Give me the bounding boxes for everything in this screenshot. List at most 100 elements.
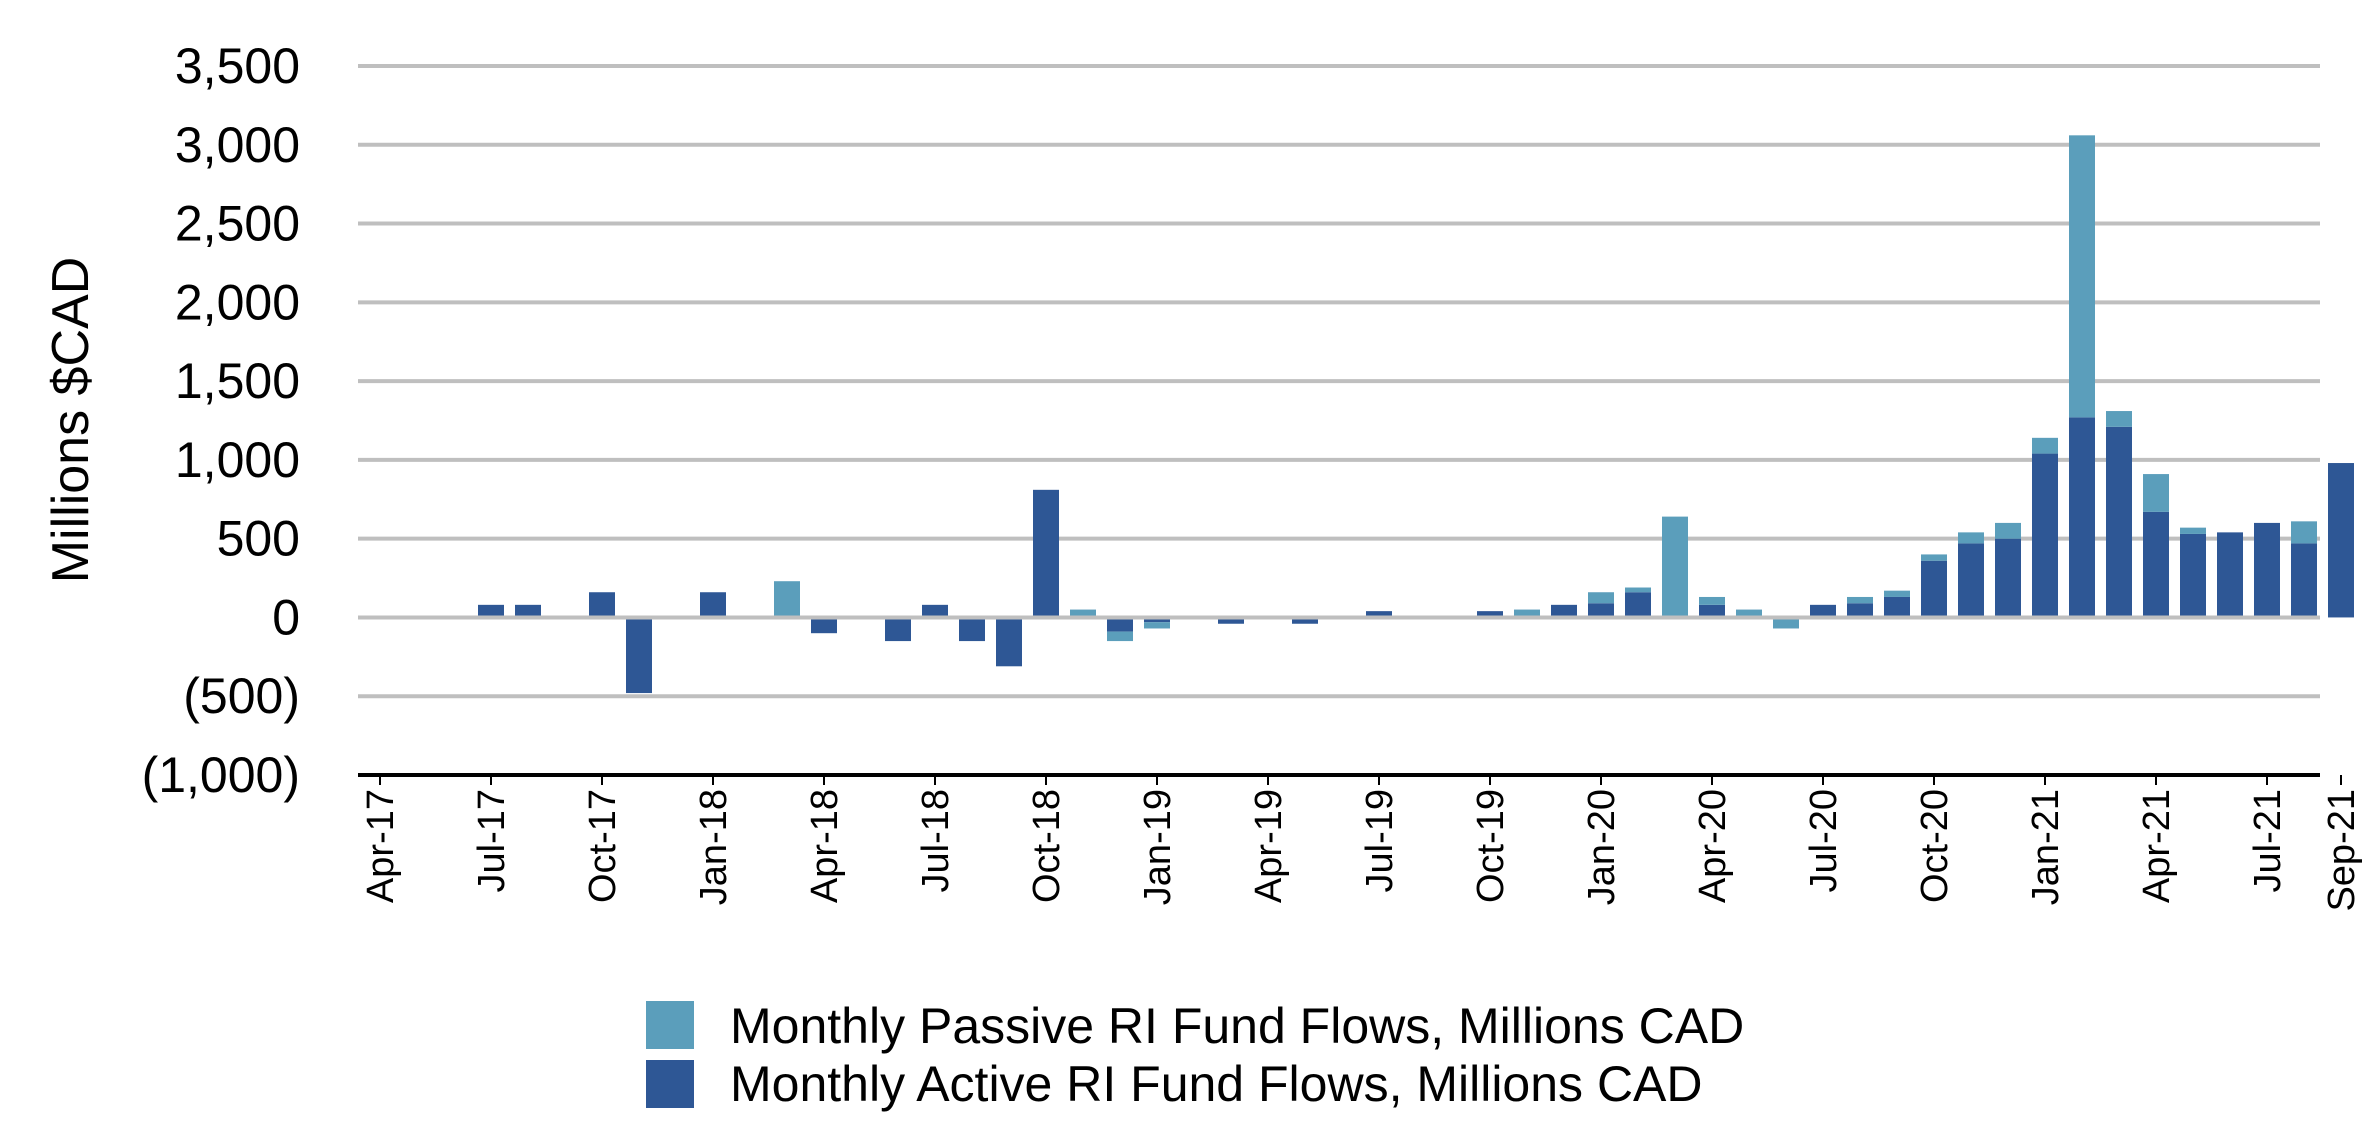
bar-active-jan-20 [1588, 603, 1614, 618]
bar-active-oct-19 [1477, 611, 1503, 618]
bar-active-nov-17 [626, 617, 652, 694]
x-tick-labels: Apr-17 Jul-17 Oct-17 Jan-18 Apr-18 Jul-18 Oct-… [360, 775, 2363, 912]
x-tick-label: Apr-17 [360, 789, 402, 903]
bar-active-aug-21 [2291, 543, 2317, 618]
y-tick-label: 2,500 [175, 196, 300, 252]
bar-active-jul-18 [922, 604, 948, 618]
bar-passive-sep-20 [1884, 590, 1910, 597]
bar-active-sep-20 [1884, 596, 1910, 618]
bar-active-aug-17 [515, 604, 541, 618]
x-tick-label: Jan-18 [693, 789, 735, 905]
x-tick-label: Sep-21 [2321, 789, 2363, 912]
x-tick-label: Jan-20 [1581, 789, 1623, 905]
bar-passive-feb-21 [2069, 135, 2095, 418]
bar-passive-aug-20 [1847, 596, 1873, 604]
x-tick-label: Apr-18 [804, 789, 846, 903]
bar-active-oct-18 [1033, 489, 1059, 618]
y-tick-label: 2,000 [175, 274, 300, 330]
bar-active-jul-20 [1810, 604, 1836, 618]
bar-passive-apr-21 [2143, 474, 2169, 512]
x-tick-label: Jul-21 [2247, 789, 2289, 893]
bar-passive-nov-18 [1070, 609, 1096, 618]
y-tick-label: 3,000 [175, 117, 300, 173]
bar-active-mar-21 [2106, 426, 2132, 618]
bar-passive-apr-20 [1699, 596, 1725, 605]
bar-active-feb-21 [2069, 417, 2095, 618]
y-tick-label: 500 [217, 511, 300, 567]
axes [358, 615, 2320, 777]
y-tick-label: 3,500 [175, 38, 300, 94]
x-tick-label: Oct-18 [1026, 789, 1068, 903]
x-tick-label: Jul-19 [1359, 789, 1401, 893]
bars [478, 135, 2354, 694]
bar-active-feb-20 [1625, 592, 1651, 618]
x-tick-label: Oct-20 [1914, 789, 1956, 903]
x-tick-label: Apr-21 [2136, 789, 2178, 903]
x-tick-label: Oct-19 [1470, 789, 1512, 903]
bar-active-jul-19 [1366, 611, 1392, 618]
legend-swatch-active [646, 1060, 694, 1108]
bar-passive-jan-20 [1588, 592, 1614, 604]
bar-active-sep-21 [2328, 463, 2354, 618]
y-axis-title: Millions $CAD [42, 257, 100, 584]
legend-label-active: Monthly Active RI Fund Flows, Millions C… [730, 1056, 1703, 1112]
x-tick-label: Oct-17 [582, 789, 624, 903]
bar-active-jan-18 [700, 592, 726, 618]
y-tick-label: 1,500 [175, 353, 300, 409]
bar-active-sep-18 [996, 617, 1022, 667]
bar-active-apr-21 [2143, 511, 2169, 618]
legend-label-passive: Monthly Passive RI Fund Flows, Millions … [730, 998, 1744, 1054]
x-tick-label: Apr-19 [1248, 789, 1290, 903]
bar-passive-nov-20 [1958, 532, 1984, 544]
bar-passive-jan-19 [1144, 622, 1170, 629]
y-tick-label: 1,000 [175, 432, 300, 488]
bar-active-jun-21 [2217, 532, 2243, 618]
bar-active-jul-21 [2254, 522, 2280, 618]
bar-active-may-19 [1292, 617, 1318, 624]
x-tick-label: Jul-17 [471, 789, 513, 893]
bar-active-dec-20 [1995, 538, 2021, 618]
bar-active-jan-19 [1144, 617, 1170, 623]
bar-passive-aug-21 [2291, 521, 2317, 544]
x-tick-label: Jan-21 [2025, 789, 2067, 905]
bar-passive-mar-18 [774, 581, 800, 618]
bar-active-may-21 [2180, 533, 2206, 618]
gridlines [358, 64, 2320, 699]
x-tick-label: Jan-19 [1137, 789, 1179, 905]
bar-passive-oct-20 [1921, 554, 1947, 561]
bar-passive-dec-18 [1107, 631, 1133, 642]
x-tick-label: Jul-18 [915, 789, 957, 893]
legend-swatch-passive [646, 1001, 694, 1049]
bar-passive-nov-19 [1514, 609, 1540, 618]
bar-active-nov-20 [1958, 543, 1984, 618]
bar-passive-dec-20 [1995, 522, 2021, 539]
bar-active-apr-18 [811, 617, 837, 634]
y-tick-label: (1,000) [142, 747, 300, 803]
bar-active-aug-20 [1847, 603, 1873, 618]
bar-active-apr-20 [1699, 604, 1725, 618]
x-tick-label: Apr-20 [1692, 789, 1734, 903]
bar-passive-jan-21 [2032, 437, 2058, 454]
y-tick-label: 0 [272, 589, 300, 645]
bar-active-jun-18 [885, 617, 911, 642]
y-tick-label: (500) [183, 668, 300, 724]
bar-active-oct-20 [1921, 560, 1947, 618]
bar-active-aug-18 [959, 617, 985, 642]
bar-active-oct-17 [589, 592, 615, 618]
bar-active-jan-21 [2032, 453, 2058, 618]
bar-passive-may-21 [2180, 527, 2206, 534]
bar-passive-jun-20 [1773, 617, 1799, 629]
bar-passive-mar-21 [2106, 411, 2132, 427]
bar-active-mar-19 [1218, 617, 1244, 624]
x-tick-label: Jul-20 [1803, 789, 1845, 893]
bar-passive-mar-20 [1662, 516, 1688, 618]
legend: Monthly Passive RI Fund Flows, Millions … [646, 998, 1744, 1112]
bar-passive-feb-20 [1625, 587, 1651, 593]
bar-passive-may-20 [1736, 609, 1762, 618]
bar-active-dec-18 [1107, 617, 1133, 632]
bar-active-jul-17 [478, 604, 504, 618]
y-tick-labels: (1,000) (500) 0 500 1,000 1,500 2,000 2,500 3,00… [142, 38, 300, 803]
bar-active-dec-19 [1551, 604, 1577, 618]
